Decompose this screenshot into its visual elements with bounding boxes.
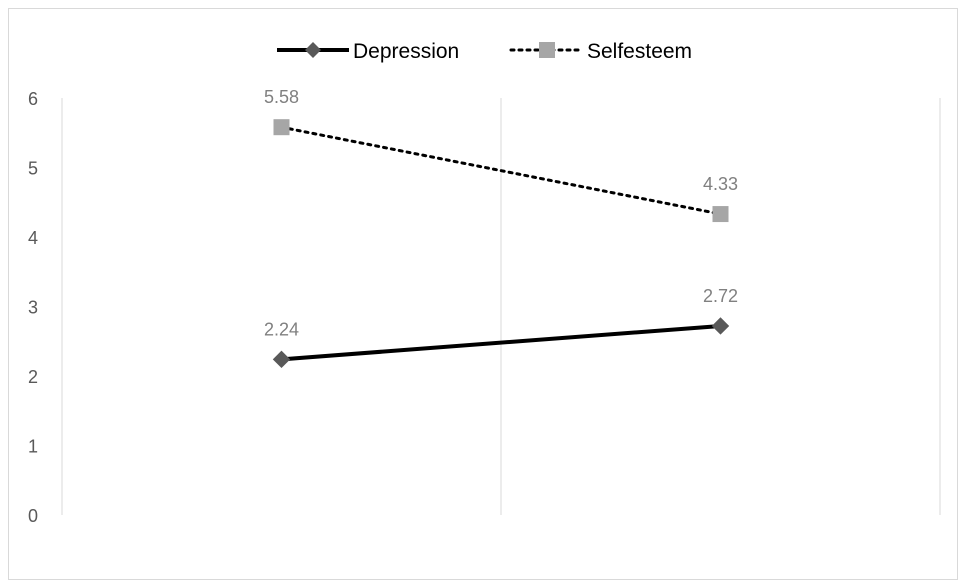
data-labels: 2.24 2.72 5.58 4.33 [264,87,738,339]
grid-layer [61,98,941,515]
marker-depression [272,350,291,369]
data-label-depression: 2.72 [703,286,738,306]
series-line-depression [281,323,721,362]
legend-label-depression: Depression [353,40,459,63]
data-label-depression: 2.24 [264,319,299,339]
y-tick-label: 1 [28,437,38,457]
legend-marker-selfesteem [539,42,555,58]
data-label-selfesteem: 5.58 [264,87,299,107]
marker-selfesteem [712,206,729,223]
marker-selfesteem [273,119,290,136]
y-tick-label: 4 [28,228,38,248]
series-line-selfesteem [280,125,722,216]
chart-frame [8,8,958,580]
y-tick-label: 0 [28,506,38,526]
legend-marker-depression [305,42,321,58]
y-tick-label: 6 [28,89,38,109]
data-label-selfesteem: 4.33 [703,174,738,194]
legend: Depression Selfesteem [277,40,692,63]
y-tick-label: 2 [28,367,38,387]
marker-depression [711,317,730,335]
y-tick-label: 3 [28,298,38,318]
legend-label-selfesteem: Selfesteem [587,40,692,63]
y-tick-label: 5 [28,159,38,179]
y-axis: 0 1 2 3 4 5 6 [28,89,38,526]
series-layer [272,119,730,369]
